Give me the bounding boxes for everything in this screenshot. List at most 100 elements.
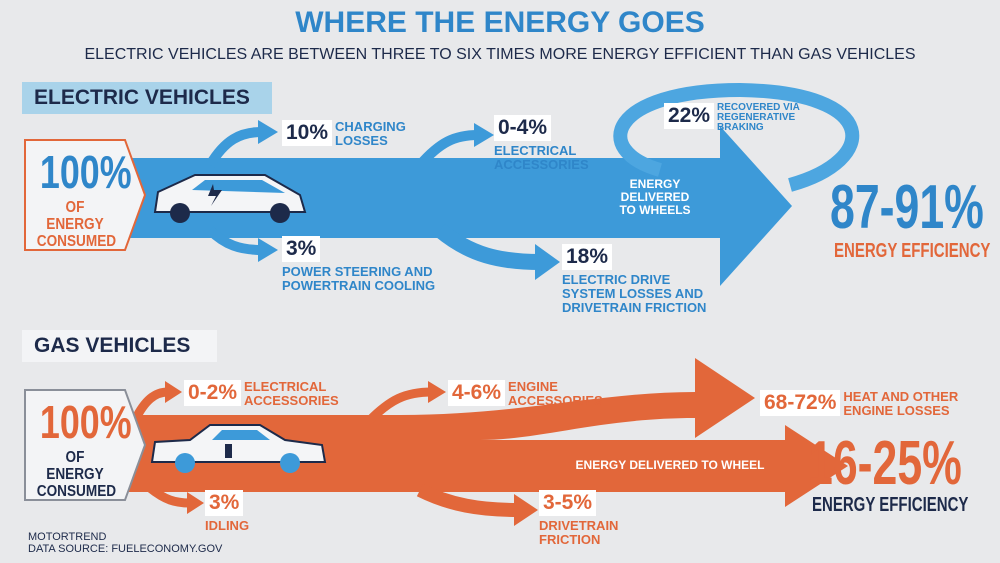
branch xyxy=(416,130,479,169)
text-line: ACCESSORIES xyxy=(244,393,339,408)
flow-value: 3% xyxy=(205,490,244,516)
arrow-head xyxy=(165,381,182,403)
efficiency-value: 16-25% xyxy=(808,429,962,498)
flow-text: RECOVERED VIA REGENERATIVE BRAKING xyxy=(717,103,800,133)
flow-value: 0-2% xyxy=(184,380,242,406)
input-box xyxy=(24,389,147,501)
text-line: DELIVERED xyxy=(620,190,690,204)
flow-value: 3% xyxy=(282,236,321,262)
title: WHERE THE ENERGY GOES xyxy=(295,6,705,39)
text-line: RECOVERED VIA xyxy=(717,102,800,113)
flow-label: 68-72% HEAT AND OTHER ENGINE LOSSES xyxy=(760,390,958,418)
flow-text: CHARGING LOSSES xyxy=(335,120,406,148)
flow-text: IDLING xyxy=(205,519,249,533)
flow-label: 0-4% ELECTRICAL ACCESSORIES xyxy=(494,115,589,172)
section-box xyxy=(22,330,217,362)
text-line: CHARGING xyxy=(335,119,406,134)
efficiency-value: 87-91% xyxy=(830,173,984,242)
arrow-head xyxy=(535,244,560,280)
flow-value: 68-72% xyxy=(760,390,841,416)
text-line: ENGINE xyxy=(508,379,558,394)
efficiency-text: ENERGY EFFICIENCY xyxy=(812,494,969,516)
flow-label: 0-2% ELECTRICAL ACCESSORIES xyxy=(184,380,339,408)
flow-text: ELECTRICAL ACCESSORIES xyxy=(244,380,339,408)
flow-value: 4-6% xyxy=(448,380,506,406)
flow-text: ELECTRICAL ACCESSORIES xyxy=(494,144,589,172)
text-line: DRIVETRAIN FRICTION xyxy=(562,300,707,315)
delivered-label: ENERGY DELIVERED TO WHEEL xyxy=(560,459,780,472)
flow-label: 18% ELECTRIC DRIVE SYSTEM LOSSES AND DRIVET… xyxy=(562,244,706,315)
text-line: POWERTRAIN COOLING xyxy=(282,278,436,293)
text-line: ACCESSORIES xyxy=(508,393,603,408)
flow-text: DRIVETRAIN FRICTION xyxy=(539,519,618,547)
text-line: HEAT AND OTHER xyxy=(843,389,959,404)
arrow-head xyxy=(187,492,204,514)
branch xyxy=(206,226,263,255)
text-line: OF ENERGY xyxy=(46,199,104,233)
text-line: ENERGY xyxy=(629,177,681,191)
text-line: CONSUMED xyxy=(36,483,117,500)
flow-text: HEAT AND OTHER ENGINE LOSSES xyxy=(843,390,958,418)
arrow-head xyxy=(514,494,538,526)
section-label: GAS VEHICLES xyxy=(34,334,191,357)
text-line: CONSUMED xyxy=(36,233,117,250)
text-line: ENERGY DELIVERED TO WHEEL xyxy=(575,458,765,472)
flow-value: 22% xyxy=(664,103,715,129)
section-box xyxy=(22,82,272,114)
text-line: IDLING xyxy=(205,518,250,533)
flow-label: 3-5% DRIVETRAIN FRICTION xyxy=(539,490,618,547)
ev-car xyxy=(153,174,307,223)
branch xyxy=(205,127,263,168)
main-flow xyxy=(125,358,848,507)
flow-value: 18% xyxy=(562,244,613,270)
text-line: POWER STEERING AND xyxy=(282,264,433,279)
arrow-head xyxy=(258,120,278,144)
input-text: OF ENERGY CONSUMED xyxy=(36,199,117,250)
regen-loop xyxy=(613,82,860,192)
arrow-head xyxy=(428,381,446,403)
input: 100% OF ENERGY CONSUMED xyxy=(30,145,132,250)
branch xyxy=(416,483,519,517)
arrow-head xyxy=(258,238,278,262)
text-line: ACCESSORIES xyxy=(494,157,589,172)
branch xyxy=(130,387,169,423)
text-line: OF ENERGY xyxy=(46,449,104,483)
flow-label: 4-6% ENGINE ACCESSORIES xyxy=(448,380,603,408)
text-line: ELECTRICAL xyxy=(244,379,327,394)
flow-text: POWER STEERING AND POWERTRAIN COOLING xyxy=(282,265,435,293)
flow-label: 3% IDLING xyxy=(205,490,249,533)
input-value: 100% xyxy=(39,146,132,198)
branch xyxy=(147,484,191,508)
input-text: OF ENERGY CONSUMED xyxy=(36,449,117,500)
branch xyxy=(366,387,433,424)
branch xyxy=(434,223,541,270)
text-line: ENGINE LOSSES xyxy=(843,403,950,418)
flow-label: 10% CHARGING LOSSES xyxy=(282,120,406,148)
efficiency-text: ENERGY EFFICIENCY xyxy=(834,240,991,262)
text-line: ELECTRICAL xyxy=(494,143,577,158)
flow-text: ELECTRIC DRIVE SYSTEM LOSSES AND DRIVETRAI… xyxy=(562,273,706,315)
text-line: TO WHEELS xyxy=(619,203,691,217)
flow-value: 0-4% xyxy=(494,115,552,141)
text-line: DATA SOURCE: FUELECONOMY.GOV xyxy=(28,543,223,555)
flow-value: 3-5% xyxy=(539,490,597,516)
subtitle: ELECTRIC VEHICLES ARE BETWEEN THREE TO S… xyxy=(84,46,916,63)
text-line: MOTORTREND xyxy=(28,531,107,543)
footer: MOTORTREND DATA SOURCE: FUELECONOMY.GOV xyxy=(28,531,222,555)
text-line: SYSTEM LOSSES AND xyxy=(562,286,704,301)
input-box xyxy=(24,139,147,251)
gas-car xyxy=(150,424,327,473)
text-line: ELECTRIC DRIVE xyxy=(562,272,671,287)
delivered-label: ENERGY DELIVERED TO WHEELS xyxy=(600,178,710,217)
text-line: REGENERATIVE xyxy=(717,112,796,123)
input-value: 100% xyxy=(39,396,132,448)
flow-text: ENGINE ACCESSORIES xyxy=(508,380,603,408)
section-label: ELECTRIC VEHICLES xyxy=(34,86,250,109)
text-line: BRAKING xyxy=(717,122,764,133)
text-line: DRIVETRAIN xyxy=(539,518,619,533)
flow-label: 22% RECOVERED VIA REGENERATIVE BRAKING xyxy=(664,103,800,133)
arrow-head xyxy=(474,123,494,147)
flow-value: 10% xyxy=(282,120,333,146)
